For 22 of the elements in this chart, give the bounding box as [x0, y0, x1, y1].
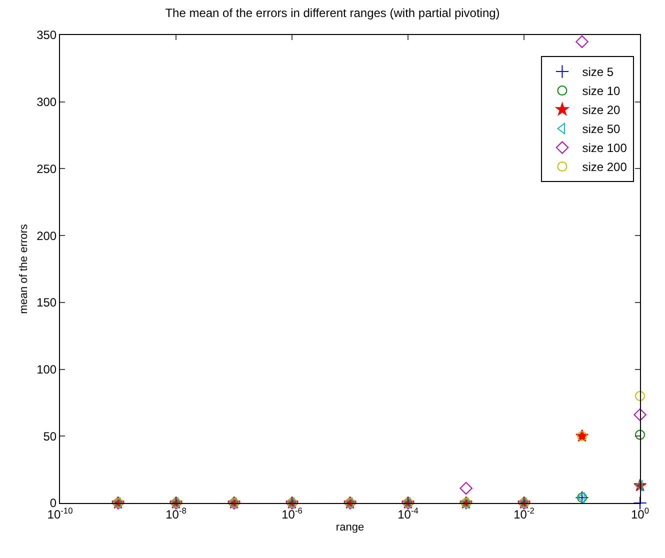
legend-label: size 20: [582, 103, 621, 118]
y-tick-label: 200: [36, 228, 57, 243]
legend-label: size 200: [582, 160, 628, 174]
x-tick-label: 10$^{-6}$: [282, 505, 303, 522]
x-tick-label: 10$^{0}$: [630, 505, 650, 522]
legend-label: size 10: [582, 84, 621, 98]
x-axis-title: range: [336, 522, 364, 534]
legend-label: size 50: [582, 122, 621, 136]
legend-label: size 5: [582, 65, 614, 80]
x-tick-label: 10$^{-4}$: [398, 505, 419, 522]
y-axis-title: mean of the errors: [18, 224, 30, 314]
x-tick-label: 10$^{-2}$: [514, 505, 535, 522]
y-tick-label: 150: [36, 296, 57, 310]
y-tick-label: 250: [36, 162, 57, 176]
legend-label: size 100: [582, 141, 628, 156]
y-tick-label: 50: [43, 429, 57, 444]
y-tick-label: 350: [36, 28, 57, 42]
y-tick-label: 300: [36, 95, 57, 110]
x-tick-label: 10$^{-8}$: [166, 505, 187, 522]
y-tick-label: 0: [50, 496, 57, 510]
chart-title: The mean of the errors in different ranges (with partial pivoting): [165, 6, 500, 20]
y-tick-label: 100: [36, 362, 57, 376]
